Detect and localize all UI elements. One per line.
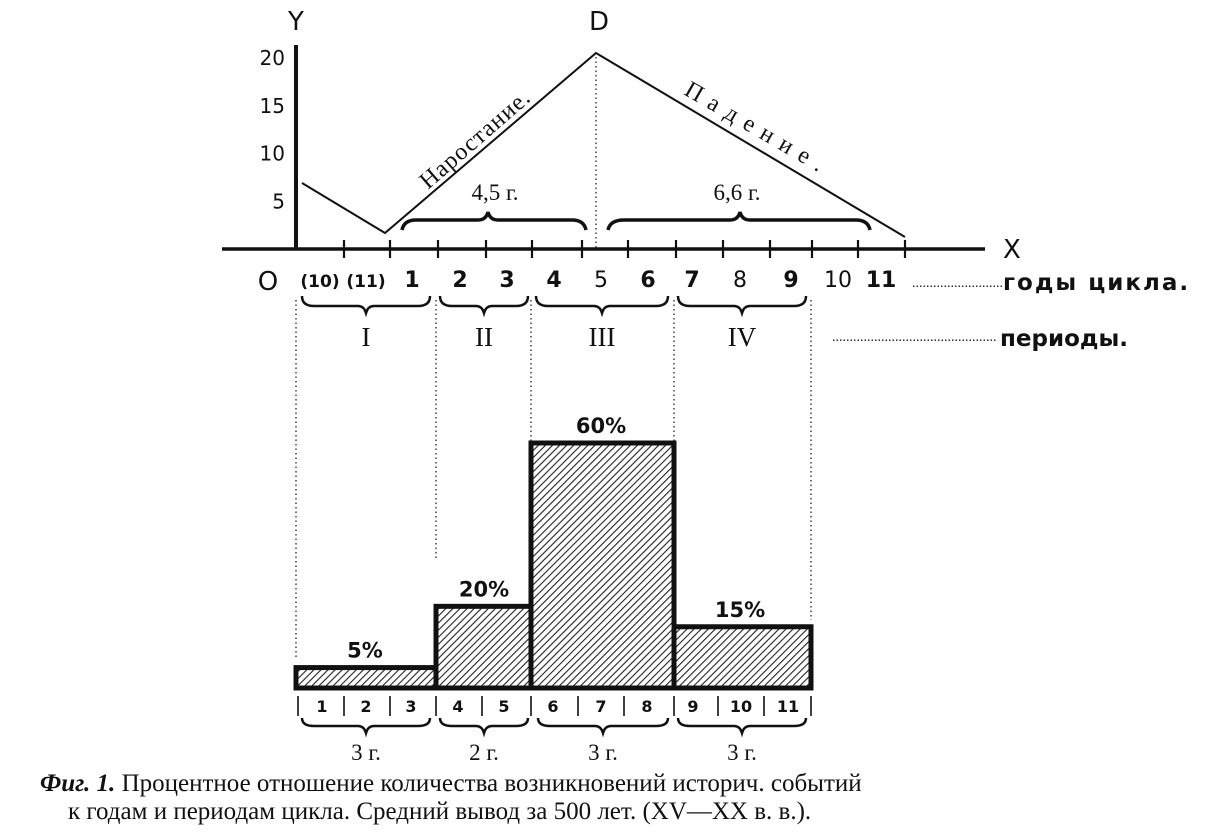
- year-label: 2: [452, 268, 467, 293]
- period-brace: [438, 295, 530, 318]
- y-axis-label: Y: [287, 7, 304, 37]
- caption-text-1: Процентное отношение количества возникно…: [121, 770, 862, 797]
- origin-label: O: [258, 267, 278, 297]
- rise-duration-brace: [400, 211, 588, 231]
- bar-duration-label: 2 г.: [469, 740, 499, 765]
- bar-year-label: 8: [641, 697, 652, 716]
- bar-duration-brace: [536, 717, 670, 738]
- histogram-bar: [528, 440, 677, 691]
- bar-duration-label: 3 г.: [351, 740, 381, 765]
- bar-year-label: 6: [547, 697, 558, 716]
- year-label: 3: [499, 268, 514, 293]
- period-label: III: [589, 322, 616, 352]
- years-row-label: годы цикла.: [1003, 270, 1190, 296]
- bar-year-label: 7: [595, 697, 606, 716]
- histogram-bar: [671, 624, 814, 691]
- bar-duration-brace: [676, 717, 808, 738]
- histogram-bar: [433, 603, 534, 691]
- year-label: 9: [783, 268, 798, 293]
- year-label: (11): [346, 272, 385, 292]
- histogram-bar: [293, 665, 439, 691]
- year-label: 10: [824, 268, 852, 293]
- periods-row-label: периоды.: [1000, 326, 1128, 352]
- bar-year-group: 1 2 3 4 5 6 7 8 9 10 11: [297, 696, 812, 716]
- period-brace: [676, 295, 808, 318]
- year-label: 8: [733, 268, 747, 293]
- bar-brace-group: 3 г. 2 г. 3 г. 3 г.: [300, 717, 808, 765]
- bar-year-label: 11: [777, 697, 799, 716]
- bar-value-label: 60%: [576, 414, 626, 438]
- period-brace: [300, 295, 432, 318]
- bar-year-label: 2: [360, 697, 371, 716]
- y-tick-label: 5: [272, 189, 285, 213]
- period-label: I: [362, 322, 371, 352]
- year-label: 7: [684, 268, 699, 293]
- y-tick-label: 20: [260, 46, 285, 70]
- year-label-group: (10) (11) 1 2 3 4 5 6 7 8 9 10 11: [300, 268, 896, 293]
- period-label: IV: [728, 322, 757, 352]
- rise-label: Наростание.: [415, 84, 536, 194]
- bar-year-label: 1: [316, 697, 327, 716]
- bar-year-label: 4: [452, 697, 463, 716]
- cycle-line: [301, 51, 906, 238]
- bar-duration-brace: [438, 717, 530, 738]
- period-label: II: [475, 322, 493, 352]
- year-label: 1: [404, 268, 419, 293]
- rise-duration-label: 4,5 г.: [471, 180, 518, 205]
- bar-value-label: 15%: [715, 598, 765, 622]
- y-tick-label: 10: [260, 142, 285, 166]
- year-label: (10): [300, 272, 339, 292]
- guide-lines: [295, 300, 812, 660]
- bar-value-label: 5%: [347, 639, 383, 663]
- year-label: 4: [546, 268, 561, 293]
- bar-duration-label: 3 г.: [727, 740, 757, 765]
- histogram: 5% 20% 60% 15%: [293, 414, 814, 691]
- bar-year-label: 5: [498, 697, 509, 716]
- bar-duration-brace: [300, 717, 432, 738]
- fall-label: Падение.: [680, 77, 836, 182]
- fall-duration-brace: [606, 211, 872, 231]
- bar-year-label: 9: [687, 697, 698, 716]
- period-brace-group: I II III IV: [300, 295, 808, 352]
- fall-duration-label: 6,6 г.: [713, 180, 760, 205]
- periods-row-leader: ........................................…: [832, 330, 997, 345]
- caption-line-1: Фиг. 1. Процентное отношение количества …: [40, 770, 862, 798]
- year-label: 6: [640, 268, 655, 293]
- caption-line-2: к годам и периодам цикла. Средний вывод …: [68, 798, 812, 825]
- figure-label: Фиг. 1.: [40, 770, 116, 797]
- bar-year-label: 3: [405, 697, 416, 716]
- y-tick-label: 15: [260, 94, 285, 118]
- x-tick-group: [342, 240, 907, 258]
- bar-duration-label: 3 г.: [588, 740, 618, 765]
- bar-year-label: 10: [730, 697, 752, 716]
- year-label: 5: [594, 268, 608, 293]
- years-row-leader: ..........................: [912, 276, 1003, 291]
- x-axis-label: X: [1003, 235, 1021, 265]
- bar-value-label: 20%: [459, 577, 509, 601]
- year-label: 11: [866, 268, 897, 293]
- y-tick-group: 20 15 10 5: [260, 46, 285, 213]
- period-brace: [534, 295, 670, 318]
- peak-label: D: [589, 7, 609, 37]
